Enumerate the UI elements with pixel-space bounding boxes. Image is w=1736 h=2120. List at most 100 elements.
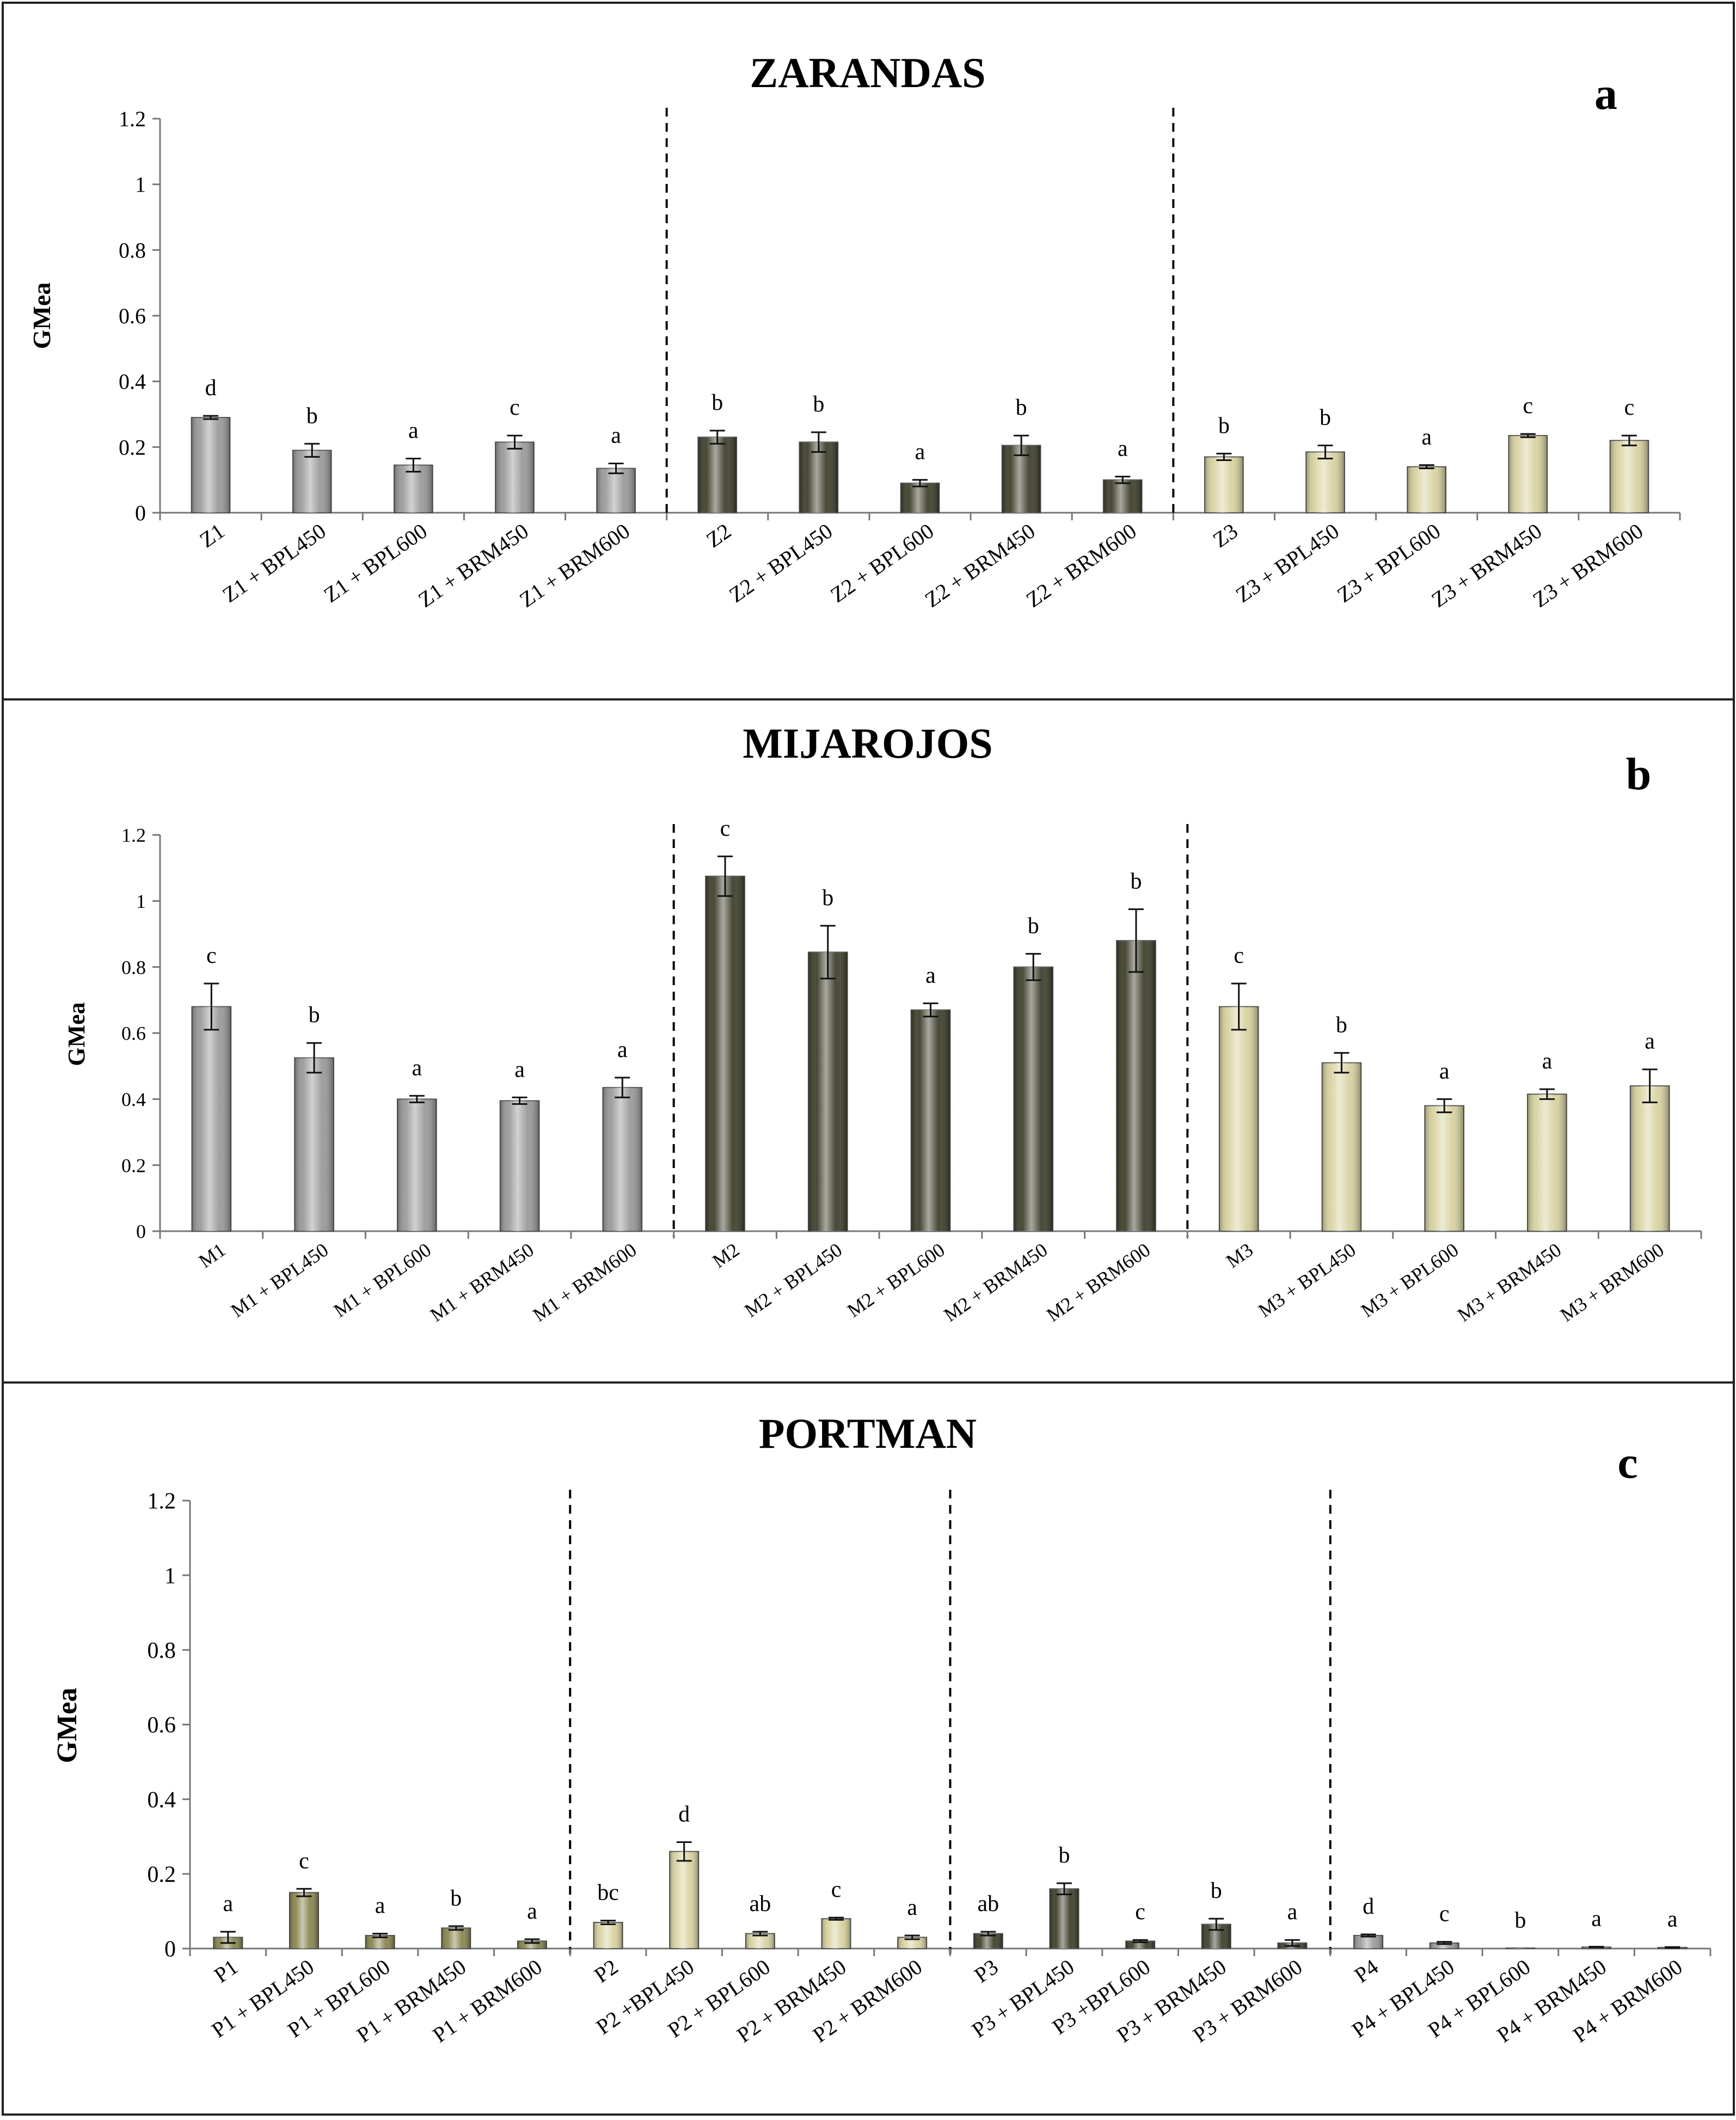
panel-a: ZARANDAS a 0 0.2 0.4 0.6 0.8 1 1.2 GMea d Z1 b Z1 + B… — [2, 2, 1735, 700]
bar-highlight — [898, 1937, 927, 1949]
significance-letter: b — [822, 886, 833, 911]
panel-letter: c — [1617, 1437, 1637, 1488]
bar-highlight — [1425, 1105, 1464, 1231]
bar-highlight — [1205, 457, 1243, 513]
bar-highlight — [1354, 1935, 1383, 1949]
y-tick-label: 1 — [136, 890, 146, 912]
x-tick-label: M3 + BPL600 — [1357, 1239, 1463, 1322]
x-tick-label: M2 — [708, 1239, 743, 1272]
y-axis-label: GMea — [28, 282, 56, 349]
panel-b: MIJAROJOS b 0 0.2 0.4 0.6 0.8 1 1.2 GMea c M1 b M1 + … — [2, 698, 1735, 1384]
significance-letter: c — [1439, 1902, 1450, 1927]
bar-highlight — [495, 442, 534, 513]
bar-highlight — [1219, 1006, 1259, 1231]
significance-letter: a — [514, 1057, 525, 1082]
chart-title: ZARANDAS — [750, 49, 985, 96]
bar-highlight — [500, 1101, 539, 1231]
x-tick-label: Z3 — [1209, 519, 1242, 552]
y-tick-label: 1 — [164, 1564, 176, 1589]
y-tick-label: 0.4 — [119, 370, 146, 394]
x-tick-label: P2 — [590, 1955, 622, 1988]
significance-letter: bc — [597, 1881, 619, 1906]
y-tick-label: 0.2 — [119, 435, 146, 459]
bar-highlight — [1050, 1889, 1079, 1949]
x-tick-label: Z2 + BRM450 — [921, 519, 1040, 612]
y-axis-label: GMea — [52, 1688, 83, 1763]
bar-highlight — [295, 1058, 334, 1231]
bar-highlight — [292, 450, 332, 513]
significance-letter: b — [1218, 413, 1230, 438]
significance-letter: b — [306, 403, 318, 428]
y-tick-label: 1.2 — [119, 107, 146, 131]
bar-highlight — [1506, 1948, 1535, 1949]
significance-letter: d — [205, 376, 217, 401]
bar-highlight — [1103, 480, 1142, 513]
x-tick-label: Z3 + BPL450 — [1231, 519, 1344, 607]
chart-title: PORTMAN — [759, 1410, 977, 1457]
x-tick-label: P4 — [1350, 1955, 1383, 1988]
y-tick-label: 0 — [136, 1221, 146, 1243]
significance-letter: a — [527, 1899, 537, 1924]
significance-letter: b — [813, 392, 824, 417]
panel-letter: b — [1626, 749, 1652, 800]
significance-letter: b — [1130, 869, 1142, 894]
bar-highlight — [1508, 435, 1548, 513]
significance-letter: a — [1287, 1900, 1298, 1925]
bar-highlight — [1610, 440, 1649, 513]
significance-letter: a — [375, 1894, 385, 1919]
y-tick-label: 1.2 — [121, 825, 146, 846]
significance-letter: c — [206, 943, 217, 968]
significance-letter: a — [907, 1895, 917, 1920]
significance-letter: a — [1118, 437, 1128, 462]
x-tick-label: Z2 — [702, 519, 735, 552]
x-tick-label: M1 + BRM600 — [529, 1239, 640, 1326]
significance-letter: a — [1645, 1029, 1655, 1054]
bar-highlight — [1306, 452, 1345, 513]
y-tick-label: 0.8 — [148, 1638, 176, 1663]
significance-letter: a — [1439, 1059, 1450, 1084]
significance-letter: b — [1058, 1843, 1070, 1868]
bar-highlight — [799, 442, 838, 513]
significance-letter: c — [299, 1848, 309, 1873]
significance-letter: b — [1211, 1878, 1222, 1903]
y-tick-label: 0.6 — [121, 1023, 146, 1044]
bar-highlight — [191, 417, 230, 513]
bar-highlight — [670, 1851, 699, 1949]
bar-highlight — [394, 465, 433, 513]
bar-highlight — [911, 1010, 950, 1231]
x-tick-label: Z2 + BPL450 — [725, 519, 837, 607]
significance-letter: a — [611, 423, 621, 448]
panel-border — [2, 1381, 1735, 2116]
x-tick-label: M3 + BRM450 — [1453, 1239, 1565, 1326]
bar-highlight — [1014, 967, 1053, 1231]
x-tick-label: Z1 + BRM450 — [414, 519, 533, 612]
significance-letter: a — [617, 1037, 628, 1062]
y-tick-label: 0.8 — [119, 238, 146, 262]
significance-letter: b — [711, 390, 723, 415]
x-tick-label: Z2 + BRM600 — [1022, 519, 1141, 612]
bar-highlight — [1630, 1086, 1670, 1231]
bar-highlight — [597, 468, 635, 513]
bar-highlight — [593, 1922, 623, 1949]
panel-letter: a — [1594, 69, 1617, 119]
significance-letter: a — [1667, 1907, 1678, 1932]
x-tick-label: Z3 + BRM450 — [1427, 519, 1546, 612]
y-tick-label: 0.6 — [119, 304, 146, 328]
significance-letter: b — [309, 1003, 320, 1028]
bar-highlight — [1407, 466, 1446, 513]
x-tick-label: M2 + BRM600 — [1042, 1239, 1154, 1326]
significance-letter: c — [1523, 394, 1533, 419]
bar-highlight — [1002, 445, 1041, 513]
bar-highlight — [397, 1099, 437, 1231]
significance-letter: c — [1624, 395, 1635, 420]
bar-highlight — [821, 1919, 851, 1949]
significance-letter: b — [450, 1886, 462, 1911]
y-tick-label: 1.2 — [148, 1489, 176, 1514]
x-tick-label: Z1 — [195, 519, 229, 552]
x-tick-label: M1 + BRM450 — [426, 1239, 538, 1326]
significance-letter: a — [1542, 1049, 1553, 1074]
chart-title: MIJAROJOS — [743, 720, 992, 767]
x-tick-label: P3 — [970, 1955, 1002, 1988]
